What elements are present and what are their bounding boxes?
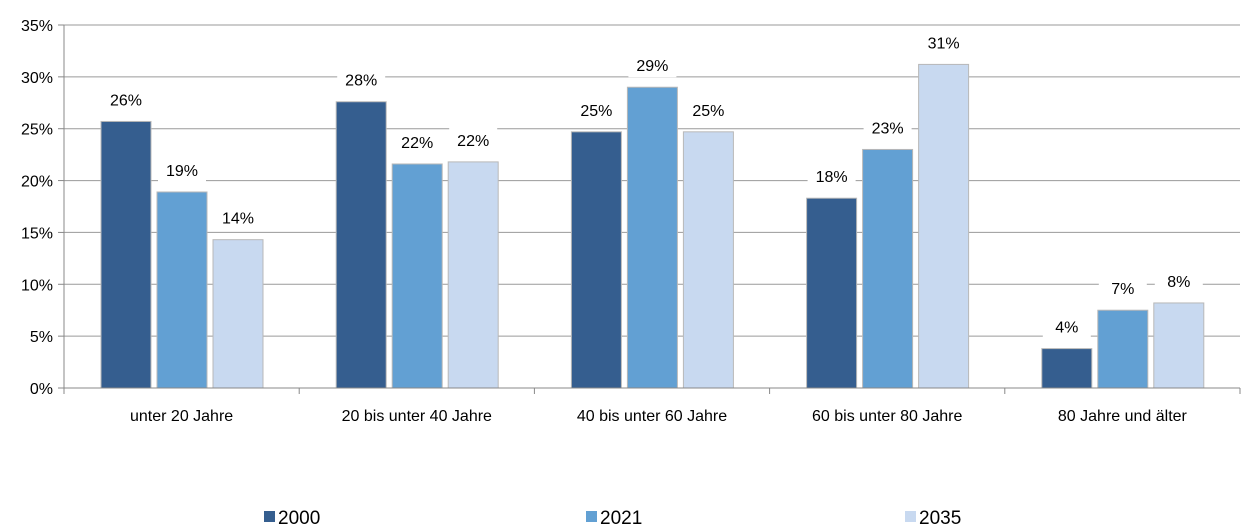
legend-swatch-2035 xyxy=(905,511,916,522)
category-labels: unter 20 Jahre 20 bis unter 40 Jahre 40 bi… xyxy=(130,408,1188,425)
bar-2000-3 xyxy=(806,197,858,389)
data-label-2035-0: 14% xyxy=(222,211,254,228)
y-tick-label: 35% xyxy=(21,18,53,35)
data-label-2000-1: 28% xyxy=(345,73,377,90)
data-label-bg xyxy=(684,97,733,122)
data-labels: 26% 19% 14% 28% 22% 22% 25% 29% 25% 18% 23% 31% 4% 7%… xyxy=(102,30,1203,339)
bar-2035-0 xyxy=(212,239,264,389)
data-label-bg xyxy=(337,67,386,92)
data-label-2035-2: 25% xyxy=(692,103,724,120)
legend-label-2035: 2035 xyxy=(919,508,961,526)
bar-2000-0 xyxy=(100,120,152,389)
axes xyxy=(58,24,1241,394)
y-tick-label: 20% xyxy=(21,174,53,191)
bar-2000-1 xyxy=(335,101,387,389)
bar-2021-3 xyxy=(862,148,914,389)
data-label-bg xyxy=(807,164,856,189)
data-label-bg xyxy=(158,157,206,182)
bar-2021-0 xyxy=(156,191,208,389)
data-label-2021-3: 23% xyxy=(872,120,904,137)
data-label-2021-2: 29% xyxy=(636,58,668,75)
data-label-2000-0: 26% xyxy=(110,92,142,109)
data-label-bg xyxy=(449,127,498,152)
y-tick-label: 15% xyxy=(21,225,53,242)
y-tick-labels: 0% 5% 10% 15% 20% 25% 30% 35% xyxy=(21,18,53,398)
data-label-2035-3: 31% xyxy=(928,35,960,52)
data-label-2000-3: 18% xyxy=(816,169,848,186)
data-label-bg xyxy=(863,115,912,140)
category-label: 60 bis unter 80 Jahre xyxy=(812,408,962,425)
y-tick-label: 30% xyxy=(21,70,53,87)
data-label-bg xyxy=(572,97,621,122)
legend-label-2000: 2000 xyxy=(278,508,320,526)
data-label-bg xyxy=(1154,268,1203,293)
data-label-bg xyxy=(919,30,968,55)
data-label-bg xyxy=(1098,276,1147,301)
bar-2021-2 xyxy=(626,86,678,389)
category-label: 20 bis unter 40 Jahre xyxy=(342,408,492,425)
data-label-bg xyxy=(1042,314,1091,339)
data-label-2000-2: 25% xyxy=(580,103,612,120)
bar-2035-1 xyxy=(447,161,499,389)
data-label-bg xyxy=(628,53,677,78)
y-tick-label: 0% xyxy=(30,381,53,398)
data-label-2021-4: 7% xyxy=(1111,281,1134,298)
data-label-2035-1: 22% xyxy=(457,133,489,150)
data-label-2021-0: 19% xyxy=(166,163,198,180)
bar-2021-1 xyxy=(391,163,443,389)
category-label: 80 Jahre und älter xyxy=(1058,408,1188,425)
bar-2000-4 xyxy=(1041,348,1093,389)
data-label-2021-1: 22% xyxy=(401,135,433,152)
bars xyxy=(100,63,1205,389)
data-label-2000-4: 4% xyxy=(1055,320,1078,337)
y-tick-label: 25% xyxy=(21,122,53,139)
bar-2021-4 xyxy=(1097,309,1149,389)
y-tick-label: 5% xyxy=(30,329,53,346)
legend-swatch-2021 xyxy=(586,511,597,522)
y-tick-label: 10% xyxy=(21,277,53,294)
data-label-bg xyxy=(393,129,442,154)
bar-2035-4 xyxy=(1153,302,1205,389)
data-label-bg xyxy=(102,87,150,112)
legend: 2000 2021 2035 xyxy=(264,508,961,526)
data-label-2035-4: 8% xyxy=(1167,274,1190,291)
category-label: 40 bis unter 60 Jahre xyxy=(577,408,727,425)
category-label: unter 20 Jahre xyxy=(130,408,233,425)
data-label-bg xyxy=(214,205,262,230)
legend-swatch-2000 xyxy=(264,511,275,522)
bar-2000-2 xyxy=(570,131,622,389)
bar-2035-2 xyxy=(682,131,734,389)
bar-2035-3 xyxy=(918,63,970,389)
legend-label-2021: 2021 xyxy=(600,508,642,526)
